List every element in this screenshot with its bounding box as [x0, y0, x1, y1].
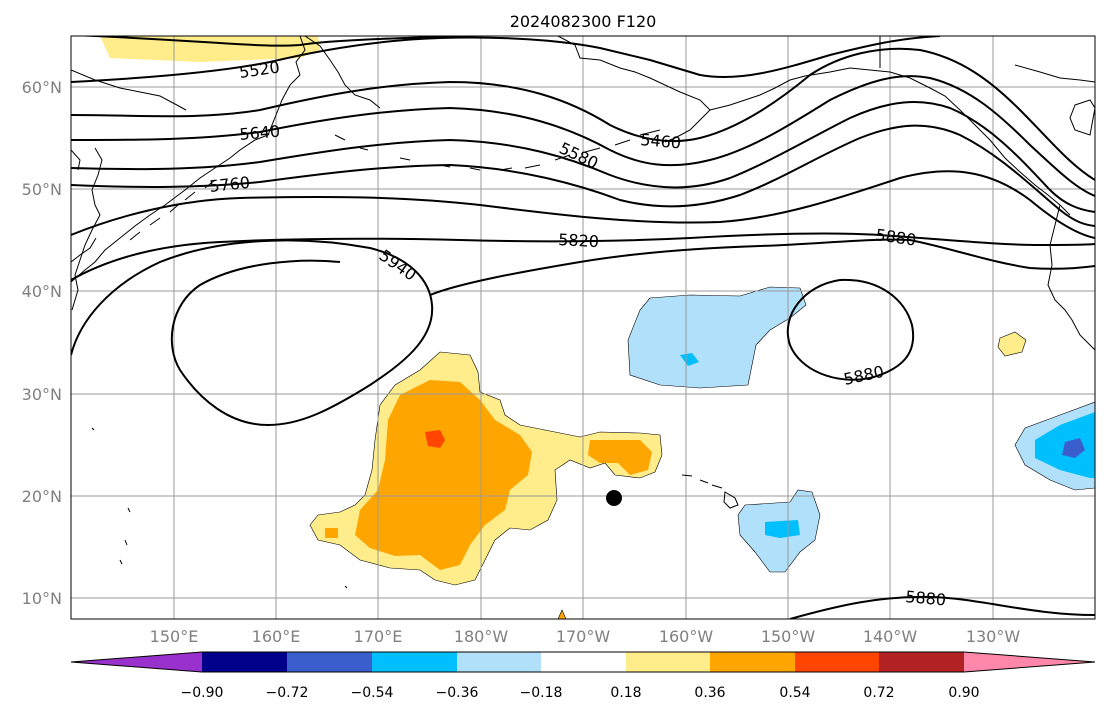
coastline: [91, 427, 348, 589]
height-contour: [71, 101, 1095, 213]
colorbar-outline: [70, 651, 1096, 673]
anomaly-area: [997, 331, 1027, 357]
lat-tick-label: 40°N: [22, 282, 62, 301]
colorbar-tick-label: −0.90: [181, 685, 224, 701]
lat-tick-label: 20°N: [22, 487, 62, 506]
lat-tick-labels: 10°N 20°N 30°N 40°N 50°N 60°N: [22, 78, 62, 608]
contour-label: 5880: [905, 587, 947, 609]
colorbar-tick-label: −0.36: [436, 685, 479, 701]
lon-tick-label: 130°W: [966, 627, 1021, 646]
anomaly-area: [557, 609, 567, 619]
coastline: [1014, 64, 1095, 83]
contour-label: 5760: [208, 173, 250, 196]
height-contour: [71, 170, 1095, 239]
lon-tick-label: 170°W: [556, 627, 611, 646]
anomaly-area: [765, 520, 800, 538]
anomaly-area: [425, 430, 445, 448]
contour-label: 5880: [874, 225, 917, 249]
contour-label: 5820: [558, 230, 600, 251]
colorbar-tick-label: 0.18: [610, 685, 641, 701]
height-contour: [71, 47, 1095, 181]
coastline: [557, 36, 711, 143]
coastline: [1047, 204, 1095, 351]
colorbar-tick-label: 0.72: [863, 685, 894, 701]
lon-tick-label: 160°W: [659, 627, 714, 646]
map-area: 5520 5640 5760 5460 5580 5820 5880 5940 …: [71, 36, 1095, 619]
anomaly-area: [627, 286, 807, 389]
contour-label: 5640: [239, 122, 281, 144]
coastline: [1069, 99, 1095, 136]
colorbar-tick-label: 0.36: [694, 685, 725, 701]
height-contour: [71, 124, 1095, 227]
anomaly-area: [680, 353, 699, 366]
colorbar-segment: [710, 652, 795, 672]
colorbar-segment: [287, 652, 372, 672]
lon-tick-labels: 150°E 160°E 170°E 180°W 170°W 160°W 150°…: [150, 627, 1021, 646]
location-marker: [606, 490, 622, 506]
coastline: [71, 149, 81, 171]
height-contour: [71, 36, 941, 83]
lat-tick-label: 60°N: [22, 78, 62, 97]
colorbar-segment: [795, 652, 879, 672]
coastline: [304, 36, 381, 109]
anomaly-fill-layer: [100, 36, 1095, 586]
height-contour: [71, 239, 434, 427]
lon-tick-label: 150°W: [761, 627, 816, 646]
graticule: [71, 36, 1095, 619]
lat-tick-label: 50°N: [22, 180, 62, 199]
colorbar-tick-label: −0.72: [266, 685, 309, 701]
lat-tick-label: 10°N: [22, 589, 62, 608]
colorbar-segment: [202, 652, 287, 672]
anomaly-area: [588, 440, 652, 475]
coastline: [681, 474, 739, 509]
colorbar-segment: [541, 652, 626, 672]
map-frame: [70, 35, 1096, 620]
colorbar-tick-label: 0.54: [779, 685, 810, 701]
colorbar-segment: [372, 652, 457, 672]
colorbar-tick-label: −0.54: [351, 685, 394, 701]
height-contour: [71, 232, 1095, 281]
contour-label: 5880: [842, 362, 886, 389]
colorbar-segment: [626, 652, 710, 672]
colorbar-segment: [879, 652, 964, 672]
anomaly-area: [1062, 438, 1085, 458]
lon-tick-label: 160°E: [252, 627, 301, 646]
colorbar-tick-label: −0.18: [520, 685, 563, 701]
colorbar-segment: [964, 652, 1095, 672]
colorbar: −0.90 −0.72 −0.54 −0.36 −0.18 0.18 0.36 …: [70, 651, 1096, 701]
coastline: [71, 36, 306, 283]
lon-tick-label: 180°W: [454, 627, 509, 646]
lon-tick-label: 140°W: [863, 627, 918, 646]
coastline: [129, 179, 216, 241]
height-contour: [786, 278, 915, 381]
height-contour: [789, 595, 1095, 619]
coastline: [709, 67, 1071, 216]
lat-tick-label: 30°N: [22, 385, 62, 404]
anomaly-area: [100, 36, 320, 62]
lon-tick-label: 170°E: [354, 627, 403, 646]
height-contour: [429, 238, 1095, 296]
colorbar-tick-label: 0.90: [948, 685, 979, 701]
contour-label: 5460: [640, 130, 682, 152]
contour-label: 5580: [556, 138, 601, 172]
colorbar-segment: [457, 652, 541, 672]
contour-label: 5520: [238, 57, 281, 81]
height-contour: [71, 36, 471, 47]
anomaly-area: [325, 528, 338, 538]
anomaly-area: [355, 380, 532, 570]
height-contour: [71, 75, 1095, 197]
contour-label: 5940: [376, 246, 420, 285]
map-title: 2024082300 F120: [510, 12, 657, 31]
coastline: [71, 237, 97, 263]
lon-tick-label: 150°E: [150, 627, 199, 646]
colorbar-segment: [71, 652, 202, 672]
height-contours: [71, 36, 1095, 619]
contour-labels: 5520 5640 5760 5460 5580 5820 5880 5940 …: [208, 57, 946, 609]
